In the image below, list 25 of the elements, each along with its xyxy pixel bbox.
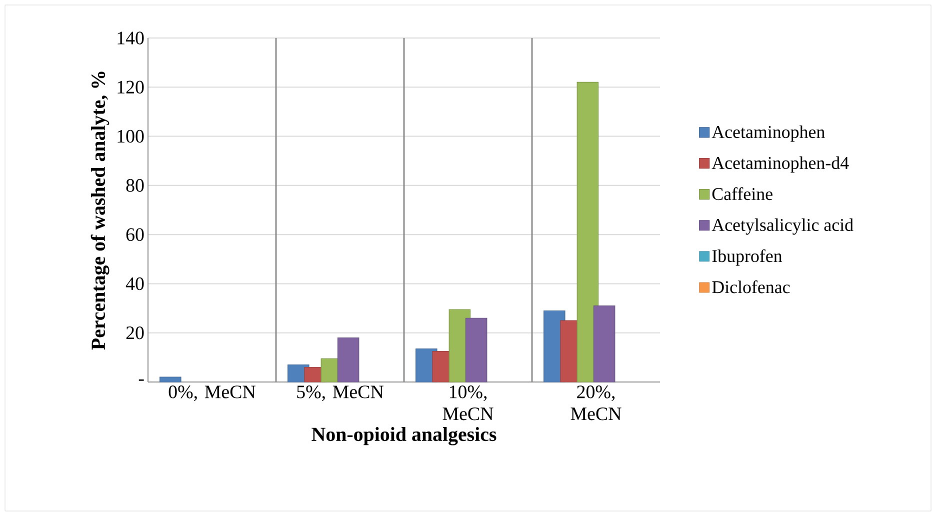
y-tick-label: 140 <box>118 32 144 44</box>
x-axis-title: Non-opioid analgesics <box>312 427 496 446</box>
y-axis-title: Percentage of washed analyte, % <box>90 72 110 350</box>
bar <box>576 82 599 382</box>
y-tick-label: 100 <box>118 130 144 143</box>
bar <box>160 376 182 382</box>
legend-label: Diclofenac <box>712 280 790 294</box>
y-tick-label: 60 <box>126 228 144 241</box>
legend-label: Acetaminophen-d4 <box>712 156 849 173</box>
x-tick-label: 5%, MeCN <box>297 386 384 402</box>
legend-label: Acetaminophen <box>712 125 825 142</box>
x-tick-label: 20%, MeCN <box>570 386 622 420</box>
bar <box>465 318 488 382</box>
y-tick-label: 20 <box>126 326 144 340</box>
x-tick-label: 0%, MeCN <box>168 386 256 402</box>
legend-label: Ibuprofen <box>712 249 782 266</box>
legend-label: Acetylsalicylic acid <box>712 218 854 235</box>
bar <box>337 337 360 382</box>
y-tick-label: 120 <box>118 80 144 94</box>
y-tick-label: 80 <box>126 179 144 192</box>
bar <box>593 306 616 382</box>
x-tick-label: 10%, MeCN <box>442 386 494 420</box>
y-tick-label: - <box>138 379 144 381</box>
legend-label: Caffeine <box>712 187 772 200</box>
y-tick-label: 40 <box>126 277 144 290</box>
